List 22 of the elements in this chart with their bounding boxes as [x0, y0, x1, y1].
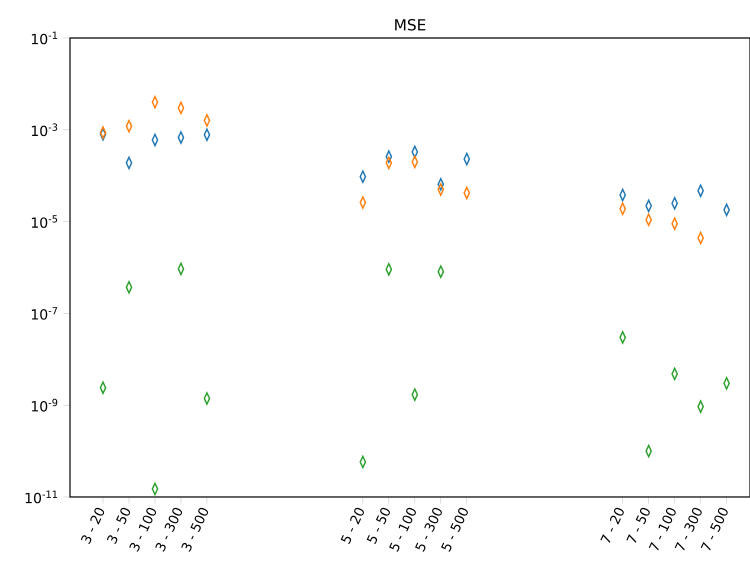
- x-tick-label: 3 - 300: [155, 508, 182, 552]
- x-tick-label: 3 - 50: [106, 508, 130, 544]
- x-tick-label: 7 - 500: [700, 508, 728, 551]
- y-tick-label: 10$^{-5}$: [32, 215, 58, 228]
- x-tick-label: 5 - 300: [415, 508, 442, 552]
- x-tick-label: 3 - 500: [181, 508, 208, 552]
- y-tick-label: 10$^{-11}$: [26, 490, 58, 504]
- x-tick-label: 3 - 20: [81, 508, 104, 544]
- x-tick-label: 5 - 100: [389, 508, 416, 552]
- x-tick-label: 7 - 50: [626, 508, 650, 543]
- y-tick-label: 10$^{-7}$: [32, 307, 58, 320]
- y-tick-label: 10$^{-1}$: [32, 32, 58, 44]
- x-tick-label: 5 - 20: [340, 508, 364, 544]
- y-tick-label: 10$^{-3}$: [32, 123, 58, 136]
- x-tick-label: 5 - 500: [441, 508, 468, 552]
- y-tick-label: 10$^{-9}$: [32, 398, 58, 412]
- x-tick-label: 7 - 20: [600, 508, 624, 543]
- x-tick-label: 7 - 300: [674, 508, 702, 551]
- chart-title: MSE: [395, 19, 426, 31]
- x-tick-label: 7 - 100: [648, 508, 676, 551]
- x-tick-label: 3 - 100: [129, 508, 156, 552]
- x-tick-label: 5 - 50: [366, 508, 390, 544]
